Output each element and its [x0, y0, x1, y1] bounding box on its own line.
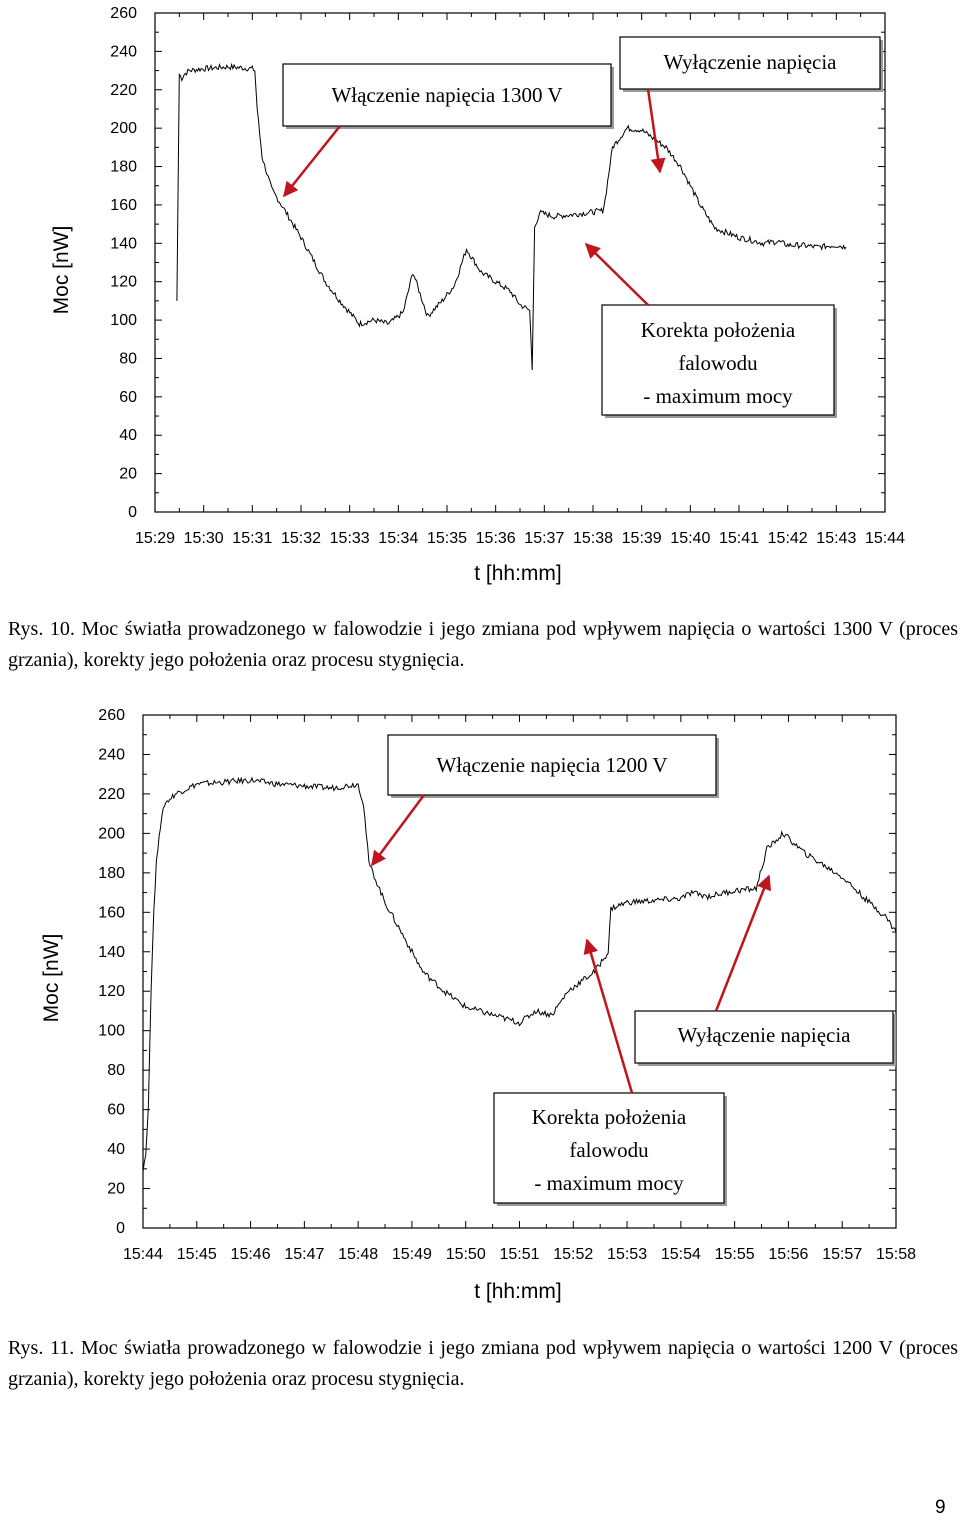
annotation-arrow [370, 794, 426, 867]
y-tick-label: 140 [110, 235, 137, 252]
annotation-arrow [584, 242, 649, 306]
y-tick-label: 220 [110, 82, 137, 99]
y-tick-label: 40 [119, 427, 137, 444]
x-tick-label: 15:57 [822, 1246, 862, 1263]
annotation-box-box2 [634, 1010, 894, 1064]
caption-fig10: Rys. 10. Moc światła prowadzonego w falo… [8, 618, 958, 671]
x-tick-label: 15:32 [281, 530, 321, 547]
y-tick-label: 40 [107, 1141, 125, 1158]
annotation-box-box1 [282, 63, 612, 127]
y-tick-label: 140 [98, 944, 125, 961]
x-tick-label: 15:43 [816, 530, 856, 547]
x-tick-label: 15:51 [499, 1246, 539, 1263]
y-tick-label: 0 [128, 504, 137, 521]
x-tick-label: 15:42 [768, 530, 808, 547]
y-tick-label: 100 [110, 312, 137, 329]
x-axis-title: t [hh:mm] [474, 1280, 562, 1303]
x-tick-label: 15:52 [553, 1246, 593, 1263]
x-tick-label: 15:38 [573, 530, 613, 547]
x-tick-label: 15:36 [476, 530, 516, 547]
x-tick-label: 15:50 [446, 1246, 486, 1263]
y-tick-label: 60 [119, 389, 137, 406]
y-tick-label: 180 [110, 159, 137, 176]
annotation-text-box1: Włączenie napięcia 1300 V [331, 83, 562, 107]
annotation-text-box3_line1: Korekta położenia [641, 318, 796, 342]
x-tick-label: 15:53 [607, 1246, 647, 1263]
caption-fig11: Rys. 11. Moc światła prowadzonego w falo… [8, 1337, 958, 1390]
x-tick-label: 15:39 [622, 530, 662, 547]
annotation-arrow [646, 88, 666, 174]
y-tick-label: 80 [119, 350, 137, 367]
annotation-arrow [714, 874, 772, 1012]
x-tick-label: 15:47 [284, 1246, 324, 1263]
annotation-box-box2 [619, 36, 881, 90]
y-tick-label: 240 [110, 43, 137, 60]
y-tick-label: 180 [98, 865, 125, 882]
chart-fig11: 0 20 40 60 80 100 120 140 160 180 200 220 240 260 15:4… [0, 700, 960, 1310]
annotation-text-box3_line2: falowodu [569, 1138, 649, 1162]
x-tick-label: 15:30 [184, 530, 224, 547]
x-tick-label: 15:40 [670, 530, 710, 547]
x-tick-label: 15:31 [232, 530, 272, 547]
x-tick-label: 15:37 [524, 530, 564, 547]
y-tick-label: 60 [107, 1102, 125, 1119]
y-tick-label: 120 [110, 274, 137, 291]
x-tick-label: 15:49 [392, 1246, 432, 1263]
y-tick-label: 200 [110, 120, 137, 137]
y-tick-label: 220 [98, 786, 125, 803]
annotation-text-box3_line2: falowodu [678, 351, 758, 375]
x-tick-label: 15:54 [661, 1246, 701, 1263]
x-tick-label: 15:58 [876, 1246, 916, 1263]
x-tick-label: 15:44 [865, 530, 905, 547]
series-line [176, 62, 847, 371]
annotation-text-box2: Wyłączenie napięcia [663, 50, 837, 74]
x-tick-label: 15:55 [715, 1246, 755, 1263]
annotation-text-box1: Włączenie napięcia 1200 V [436, 753, 667, 777]
y-tick-label: 160 [110, 197, 137, 214]
y-axis-title: Moc [nW] [40, 934, 63, 1023]
annotation-arrow [283, 125, 341, 198]
chart-fig10-svg: 0 20 40 60 80 100 120 140 160 180 200 220 240 260 15:2… [50, 5, 905, 585]
y-tick-label: 160 [98, 904, 125, 921]
series-line [142, 776, 897, 1172]
y-axis-title: Moc [nW] [50, 226, 73, 315]
x-tick-label: 15:33 [330, 530, 370, 547]
y-tick-label: 260 [110, 5, 137, 22]
x-tick-label: 15:41 [719, 530, 759, 547]
annotation-text-box2: Wyłączenie napięcia [677, 1023, 851, 1047]
x-tick-label: 15:34 [378, 530, 418, 547]
x-axis-title: t [hh:mm] [474, 562, 562, 585]
y-tick-label: 260 [98, 707, 125, 724]
x-tick-label: 15:44 [123, 1246, 163, 1263]
x-tick-label: 15:45 [177, 1246, 217, 1263]
y-tick-label: 0 [116, 1220, 125, 1237]
x-tick-label: 15:48 [338, 1246, 378, 1263]
page-number: 9 [935, 1497, 946, 1518]
annotation-box-box1 [387, 734, 717, 796]
annotation-text-box3_line3: - maximum mocy [643, 384, 793, 408]
y-tick-label: 240 [98, 746, 125, 763]
y-tick-label: 200 [98, 825, 125, 842]
x-tick-label: 15:46 [231, 1246, 271, 1263]
annotation-text-box3_line3: - maximum mocy [534, 1171, 684, 1195]
annotation-box-box3 [601, 304, 835, 416]
annotation-text-box3_line1: Korekta położenia [532, 1105, 687, 1129]
x-tick-label: 15:35 [427, 530, 467, 547]
y-tick-label: 20 [107, 1181, 125, 1198]
x-tick-label: 15:29 [135, 530, 175, 547]
y-tick-label: 80 [107, 1062, 125, 1079]
chart-fig10: 0 20 40 60 80 100 120 140 160 180 200 220 240 260 15:2… [0, 0, 960, 600]
y-tick-label: 120 [98, 983, 125, 1000]
y-tick-label: 20 [119, 466, 137, 483]
annotation-box-box3 [493, 1092, 725, 1204]
y-tick-label: 100 [98, 1023, 125, 1040]
chart-fig11-svg: 0 20 40 60 80 100 120 140 160 180 200 220 240 260 15:4… [40, 707, 916, 1303]
x-tick-label: 15:56 [768, 1246, 808, 1263]
annotation-arrow [583, 938, 634, 1094]
